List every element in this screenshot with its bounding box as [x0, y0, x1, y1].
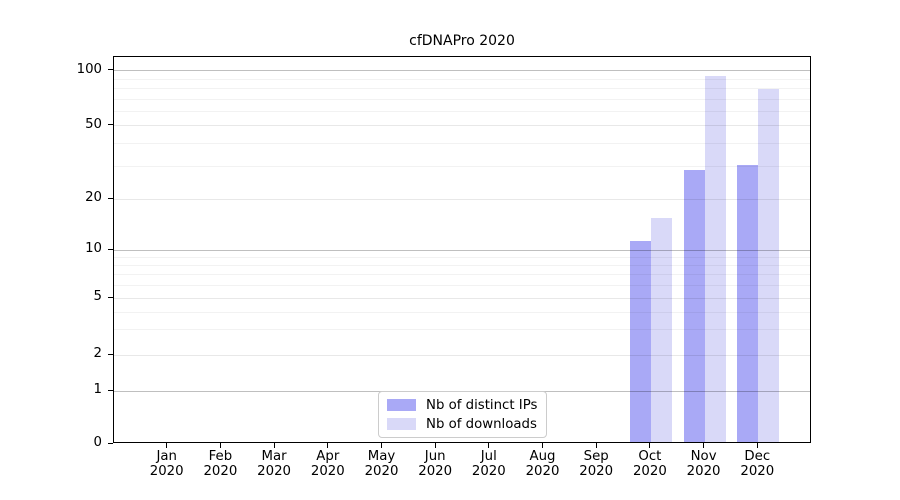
x-tick-month: Dec — [744, 449, 771, 464]
x-tick-year: 2020 — [310, 464, 345, 479]
legend-label-distinct-ips: Nb of distinct IPs — [426, 397, 538, 413]
x-tick-year: 2020 — [418, 464, 453, 479]
gridline-minor — [114, 256, 810, 258]
x-tick-label-feb: Feb 2020 — [190, 449, 250, 479]
gridline-minor — [114, 329, 810, 331]
x-tick-mark — [434, 443, 436, 448]
x-tick-month: Nov — [690, 449, 717, 464]
x-tick-month: Apr — [316, 449, 340, 464]
gridline-mid — [114, 125, 810, 127]
y-tick-mark — [108, 69, 113, 71]
x-tick-year: 2020 — [632, 464, 667, 479]
legend: Nb of distinct IPs Nb of downloads — [378, 391, 547, 438]
gridline-minor — [114, 78, 810, 80]
y-tick-mark — [108, 296, 113, 298]
y-tick-label: 1 — [93, 382, 102, 397]
y-tick-mark — [108, 442, 113, 444]
gridline-mid — [114, 297, 810, 299]
x-tick-month: Jan — [156, 449, 177, 464]
legend-item-downloads: Nb of downloads — [387, 417, 546, 432]
gridline-minor — [114, 274, 810, 276]
legend-swatch-downloads — [387, 418, 416, 430]
gridline-minor — [114, 311, 810, 313]
chart-title: cfDNAPro 2020 — [409, 33, 515, 49]
x-tick-year: 2020 — [525, 464, 560, 479]
x-tick-mark — [488, 443, 490, 448]
y-tick-label: 2 — [93, 346, 102, 361]
gridline-mid — [114, 354, 810, 356]
x-tick-label-mar: Mar 2020 — [244, 449, 304, 479]
x-tick-mark — [703, 443, 705, 448]
bar-downloads-nov — [704, 75, 726, 442]
legend-swatch-ips — [387, 399, 416, 411]
x-tick-label-aug: Aug 2020 — [513, 449, 573, 479]
x-tick-label-sep: Sep 2020 — [566, 449, 626, 479]
gridline-minor — [114, 166, 810, 168]
bar-ips-oct — [629, 241, 651, 442]
y-tick-mark — [108, 124, 113, 126]
gridline-minor — [114, 143, 810, 145]
x-tick-year: 2020 — [149, 464, 184, 479]
x-tick-month: May — [367, 449, 396, 464]
y-tick-label: 100 — [76, 61, 102, 77]
bar-downloads-dec — [758, 88, 780, 442]
y-tick-label: 0 — [93, 435, 102, 450]
gridline-minor — [114, 265, 810, 267]
x-tick-year: 2020 — [257, 464, 292, 479]
bar-ips-dec — [737, 164, 759, 442]
x-tick-year: 2020 — [364, 464, 399, 479]
x-tick-label-dec: Dec 2020 — [727, 449, 787, 479]
x-tick-mark — [381, 443, 382, 448]
gridline-minor — [114, 88, 810, 90]
x-tick-month: Jun — [424, 449, 446, 464]
x-tick-year: 2020 — [740, 464, 775, 479]
x-tick-mark — [756, 443, 758, 448]
x-tick-month: Aug — [529, 449, 556, 464]
gridline-mid — [114, 198, 810, 200]
x-tick-mark — [649, 443, 651, 448]
gridline-major — [114, 249, 810, 251]
y-tick-label: 20 — [85, 190, 102, 205]
y-tick-label: 5 — [93, 289, 102, 305]
x-tick-month: Oct — [638, 449, 662, 464]
y-tick-label: 10 — [85, 241, 102, 257]
y-tick-mark — [108, 248, 113, 250]
x-tick-label-nov: Nov 2020 — [674, 449, 734, 479]
legend-item-distinct-ips: Nb of distinct IPs — [387, 398, 546, 413]
y-tick-mark — [108, 197, 113, 199]
legend-label-downloads: Nb of downloads — [426, 416, 537, 432]
x-tick-mark — [273, 443, 275, 448]
x-tick-month: Mar — [261, 449, 287, 464]
x-tick-label-may: May 2020 — [352, 449, 412, 479]
gridline-minor — [114, 98, 810, 100]
x-tick-month: Sep — [583, 449, 609, 464]
bar-downloads-oct — [650, 218, 672, 442]
x-tick-year: 2020 — [686, 464, 721, 479]
x-tick-label-oct: Oct 2020 — [620, 449, 680, 479]
x-tick-label-apr: Apr 2020 — [298, 449, 358, 479]
x-tick-year: 2020 — [203, 464, 238, 479]
bar-ips-nov — [683, 170, 705, 442]
x-tick-mark — [542, 443, 543, 448]
x-tick-mark — [219, 443, 221, 448]
y-tick-mark — [108, 353, 113, 355]
gridline-major — [114, 70, 810, 72]
x-tick-mark — [327, 443, 329, 448]
y-tick-mark — [108, 389, 113, 391]
x-tick-label-jul: Jul 2020 — [459, 449, 519, 479]
x-tick-year: 2020 — [471, 464, 506, 479]
plot-area — [113, 56, 811, 443]
x-tick-label-jan: Jan 2020 — [137, 449, 197, 479]
y-tick-label: 50 — [85, 116, 102, 132]
x-tick-mark — [595, 443, 597, 448]
gridline-minor — [114, 285, 810, 286]
gridline-minor — [114, 110, 810, 112]
x-tick-label-jun: Jun 2020 — [405, 449, 465, 479]
x-tick-month: Feb — [208, 449, 233, 464]
x-tick-year: 2020 — [579, 464, 614, 479]
x-tick-mark — [166, 443, 168, 448]
x-tick-month: Jul — [480, 449, 497, 464]
